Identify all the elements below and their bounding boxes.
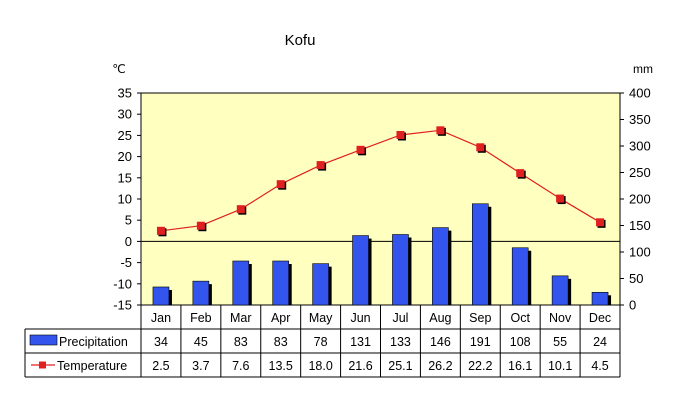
temperature-marker [596,218,605,227]
precipitation-bar [591,291,609,306]
left-tick-label: 25 [118,128,132,143]
temperature-value: 2.5 [152,359,169,373]
temperature-value: 18.0 [308,359,332,373]
precipitation-bar [511,247,529,306]
precipitation-value: 131 [350,335,371,349]
temperature-value: 7.6 [232,359,249,373]
right-tick-label: 200 [629,192,651,207]
month-label: Aug [429,311,451,325]
temperature-value: 10.1 [548,359,572,373]
temperature-marker [276,180,285,189]
right-axis-unit: mm [633,62,653,76]
left-tick-label: 30 [118,107,132,122]
temperature-value: 22.2 [468,359,492,373]
month-label: Feb [190,311,212,325]
temperature-line [160,129,601,232]
temperature-marker [436,126,445,135]
right-tick-label: 0 [629,298,636,313]
temperature-marker [156,226,165,235]
temperature-marker [476,143,485,152]
precipitation-bar [272,260,290,306]
left-tick-label: 15 [118,170,132,185]
month-label: Oct [510,311,530,325]
month-label: Mar [230,311,252,325]
left-tick-label: 0 [125,234,132,249]
temperature-marker [396,130,405,139]
precipitation-value: 45 [194,335,208,349]
right-tick-label: 400 [629,86,651,101]
precipitation-bar [432,227,449,306]
temperature-value: 4.5 [591,359,608,373]
temperature-value: 13.5 [269,359,293,373]
temperature-value: 3.7 [192,359,209,373]
precipitation-value: 83 [274,335,288,349]
precipitation-bar [232,260,250,306]
temperature-marker [316,161,325,170]
right-tick-label: 250 [629,165,651,180]
precipitation-value: 108 [510,335,531,349]
month-label: May [309,311,333,325]
precipitation-bar [471,203,489,306]
plot-area [140,92,621,306]
month-label: Apr [271,311,290,325]
precipitation-value: 83 [234,335,248,349]
precipitation-legend-swatch [29,334,58,346]
temperature-legend-label: Temperature [57,359,127,373]
right-tick-label: 350 [629,112,651,127]
precipitation-value: 55 [553,335,567,349]
month-label: Nov [549,311,572,325]
left-tick-label: 20 [118,149,132,164]
temperature-marker [196,221,205,230]
temperature-marker [556,194,565,203]
precipitation-bar [192,280,210,306]
left-axis-unit: ℃ [112,62,125,76]
left-tick-label: 35 [118,86,132,101]
precipitation-legend-label: Precipitation [59,335,128,349]
left-tick-label: -15 [113,298,132,313]
month-label: Dec [589,311,611,325]
precipitation-value: 133 [390,335,411,349]
precipitation-bar [152,286,170,306]
precipitation-bar [312,263,329,306]
right-tick-label: 100 [629,245,651,260]
temperature-legend-marker [39,361,46,369]
month-label: Jun [350,311,370,325]
left-tick-label: 10 [118,192,132,207]
precipitation-bar [392,234,409,306]
precipitation-value: 24 [593,335,607,349]
month-label: Jan [151,311,171,325]
temperature-value: 25.1 [388,359,412,373]
right-tick-label: 150 [629,218,651,233]
temperature-marker [356,145,365,154]
chart-title: Kofu [285,32,316,49]
temperature-value: 16.1 [508,359,532,373]
temperature-value: 26.2 [428,359,452,373]
right-tick-label: 300 [629,139,651,154]
temperature-marker [236,205,245,214]
left-tick-label: -5 [120,255,132,270]
temperature-value: 21.6 [348,359,372,373]
precipitation-bar [352,235,369,306]
temperature-marker [516,169,525,178]
right-tick-label: 50 [629,271,643,286]
month-label: Jul [392,311,408,325]
month-label: Sep [469,311,491,325]
precipitation-value: 146 [430,335,451,349]
precipitation-value: 191 [470,335,491,349]
precipitation-bar [551,275,569,306]
left-tick-label: -10 [113,276,132,291]
left-tick-label: 5 [125,213,132,228]
precipitation-value: 78 [314,335,328,349]
precipitation-value: 34 [154,335,168,349]
